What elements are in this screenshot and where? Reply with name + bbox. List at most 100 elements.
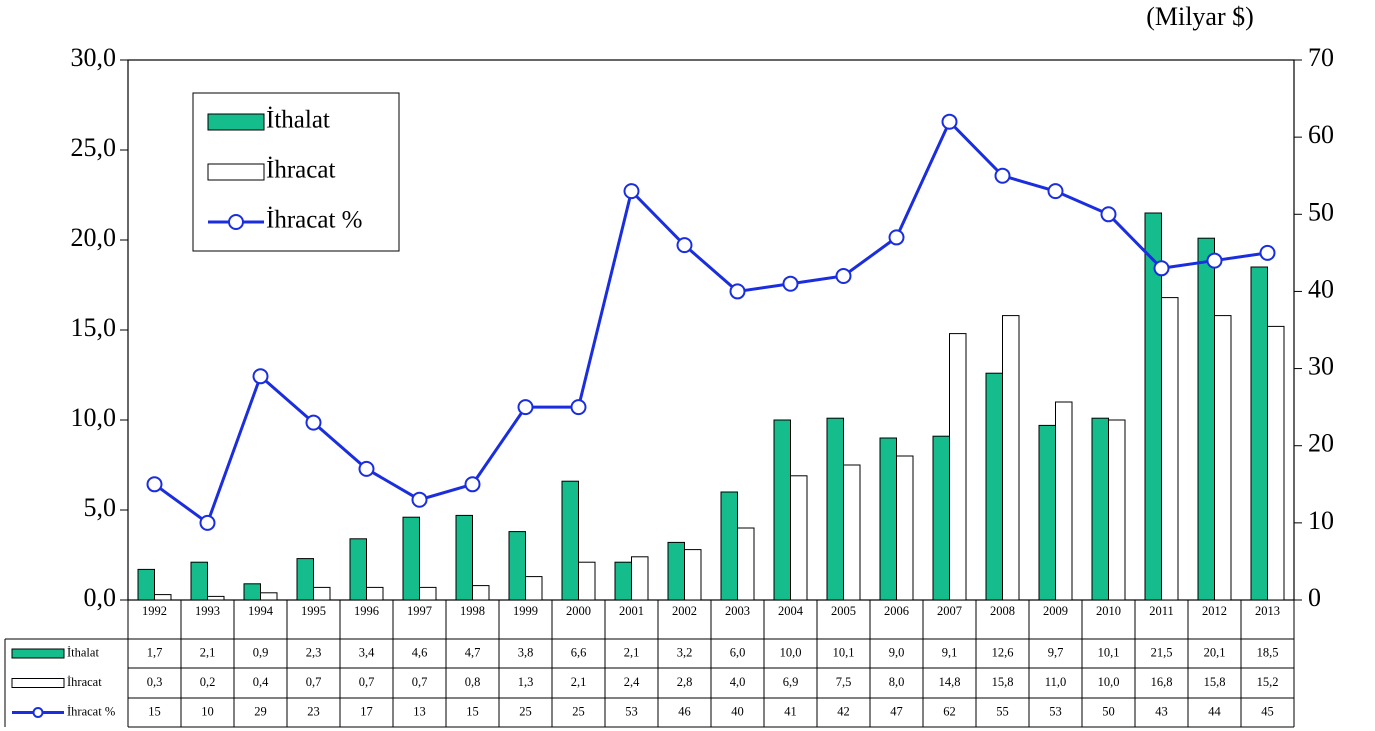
bar [720, 491, 738, 601]
table-value: 41 [784, 704, 797, 718]
bar [826, 417, 844, 601]
table-value: 0,2 [200, 675, 216, 689]
table-value: 43 [1155, 704, 1168, 718]
table-value: 0,9 [253, 645, 269, 659]
table-value: 0,7 [359, 675, 375, 689]
x-tick-label: 1999 [513, 604, 538, 618]
bar [879, 437, 897, 601]
table-value: 0,8 [465, 675, 481, 689]
y-tick-label: 20,0 [71, 223, 117, 252]
table-value: 0,3 [147, 675, 163, 689]
table-value: 45 [1261, 704, 1274, 718]
x-tick-label: 1994 [248, 604, 274, 618]
marker [676, 237, 693, 254]
table-value: 15 [466, 704, 479, 718]
table-value: 50 [1102, 704, 1115, 718]
bar [684, 549, 702, 601]
table-value: 10,1 [833, 645, 855, 659]
table-value: 1,7 [147, 645, 163, 659]
y-tick-label: 10,0 [71, 403, 117, 432]
line [153, 119, 1268, 526]
table-value: 7,5 [836, 675, 852, 689]
bar [1214, 315, 1232, 601]
table-value: 18,5 [1257, 645, 1279, 659]
bar [1055, 401, 1073, 601]
x-tick-label: 2007 [937, 604, 962, 618]
marker [782, 275, 799, 292]
x-tick-label: 1995 [301, 604, 326, 618]
table-value: 16,8 [1151, 675, 1173, 689]
y-tick-label: 25,0 [71, 133, 117, 162]
marker [994, 167, 1011, 184]
bar [578, 561, 596, 601]
marker [411, 491, 428, 508]
x-tick-label: 2003 [725, 604, 750, 618]
y2-tick-label: 50 [1308, 197, 1334, 226]
table-value: 15,8 [1204, 675, 1226, 689]
bar [843, 464, 861, 601]
table-value: 8,0 [889, 675, 905, 689]
table-value: 10,0 [780, 645, 802, 659]
bar [1091, 417, 1109, 601]
marker [252, 368, 269, 385]
marker [305, 414, 322, 431]
bar [949, 333, 967, 601]
bar [1197, 237, 1215, 601]
table-value: 62 [943, 704, 956, 718]
table-value: 6,9 [783, 675, 799, 689]
legend-icon [11, 648, 65, 659]
bar [896, 455, 914, 601]
table-value: 20,1 [1204, 645, 1226, 659]
table-value: 44 [1208, 704, 1221, 718]
bar [1108, 419, 1126, 601]
marker [1206, 252, 1223, 269]
table-value: 10 [201, 704, 214, 718]
bar [985, 372, 1003, 601]
x-tick-label: 2011 [1149, 604, 1174, 618]
table-value: 17 [360, 704, 373, 718]
y2-tick-label: 10 [1308, 506, 1334, 535]
x-tick-label: 2005 [831, 604, 856, 618]
bar [260, 592, 278, 601]
marker [1259, 244, 1276, 261]
marker [570, 399, 587, 416]
y-tick-label: 15,0 [71, 313, 117, 342]
y2-tick-label: 0 [1308, 583, 1321, 612]
x-tick-label: 2000 [566, 604, 591, 618]
table-value: 6,0 [730, 645, 746, 659]
table-row-label: İthalat [67, 645, 99, 659]
bar [1038, 424, 1056, 601]
marker [888, 229, 905, 246]
x-tick-label: 2006 [884, 604, 909, 618]
bar [1250, 266, 1268, 601]
table-value: 11,0 [1045, 675, 1066, 689]
table-value: 0,7 [306, 675, 322, 689]
legend-icon [207, 113, 265, 131]
table-value: 15,2 [1257, 675, 1279, 689]
marker [835, 268, 852, 284]
y2-tick-label: 30 [1308, 352, 1334, 381]
table-value: 3,8 [518, 645, 534, 659]
x-tick-label: 2013 [1255, 604, 1280, 618]
y-tick-label: 0,0 [84, 583, 117, 612]
x-tick-label: 2012 [1202, 604, 1227, 618]
marker [1100, 206, 1117, 223]
table-value: 4,0 [730, 675, 746, 689]
bar [508, 531, 526, 601]
table-row-label: İhracat % [67, 704, 115, 718]
table-value: 3,4 [359, 645, 375, 659]
marker [358, 460, 375, 477]
table-value: 53 [1049, 704, 1062, 718]
table-value: 9,1 [942, 645, 958, 659]
table-value: 4,7 [465, 645, 481, 659]
x-tick-label: 1992 [142, 604, 167, 618]
y-tick-label: 30,0 [71, 43, 117, 72]
bar [1002, 315, 1020, 601]
bar [313, 586, 331, 601]
x-tick-label: 2010 [1096, 604, 1121, 618]
table-value: 4,6 [412, 645, 428, 659]
table-value: 40 [731, 704, 744, 718]
bar [790, 475, 808, 601]
x-tick-label: 2002 [672, 604, 697, 618]
